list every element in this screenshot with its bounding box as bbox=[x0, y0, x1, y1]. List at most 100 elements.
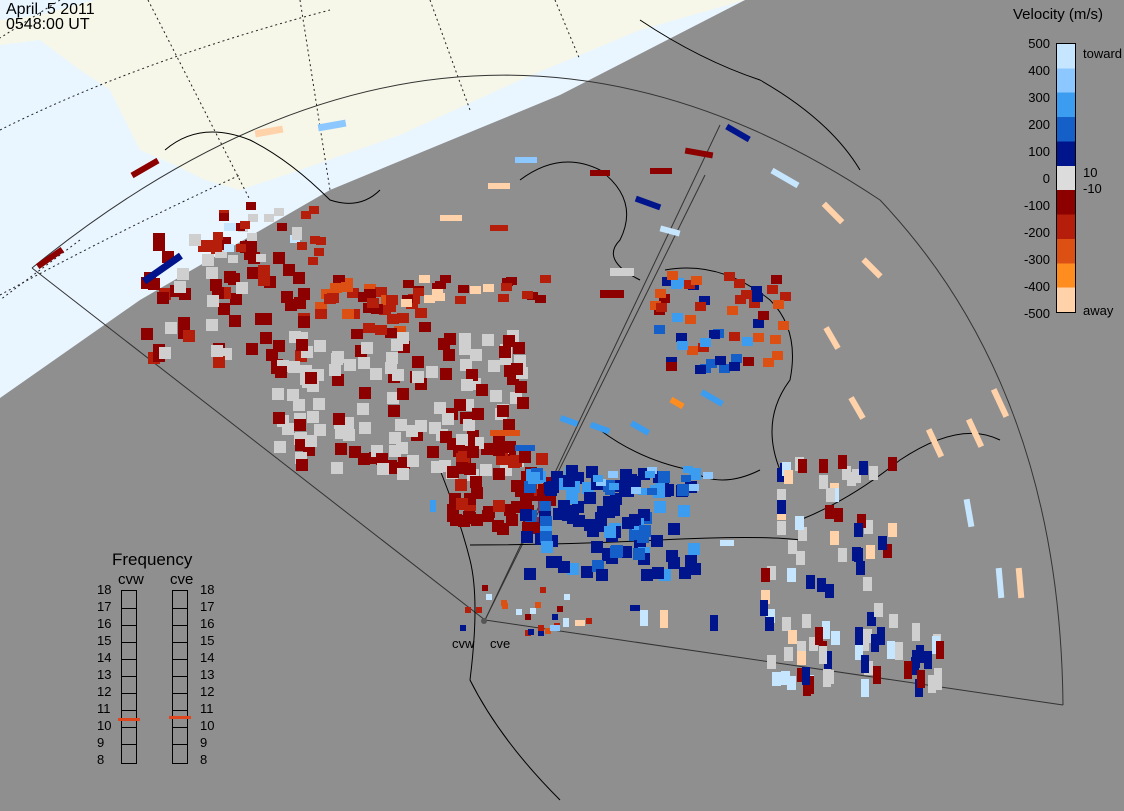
backscatter-cell bbox=[403, 280, 414, 288]
backscatter-cell bbox=[825, 584, 834, 598]
backscatter-cell bbox=[530, 608, 536, 614]
backscatter-cell bbox=[515, 445, 535, 451]
backscatter-cell bbox=[470, 286, 481, 294]
backscatter-cell bbox=[440, 275, 451, 283]
backscatter-cell bbox=[535, 295, 546, 303]
backscatter-cell bbox=[600, 290, 624, 298]
backscatter-cell bbox=[385, 328, 397, 338]
backscatter-cell bbox=[471, 487, 483, 499]
backscatter-cell bbox=[773, 300, 784, 309]
latitude-longitude-grid bbox=[0, 0, 581, 301]
backscatter-cell bbox=[647, 488, 657, 495]
backscatter-cell bbox=[460, 359, 472, 371]
backscatter-cell bbox=[377, 463, 389, 475]
backscatter-cell bbox=[506, 514, 518, 526]
backscatter-cell bbox=[895, 642, 903, 660]
backscatter-cell bbox=[316, 237, 326, 245]
backscatter-cell bbox=[633, 548, 645, 560]
backscatter-cell bbox=[825, 505, 834, 519]
backscatter-cell bbox=[784, 470, 793, 484]
backscatter-cell bbox=[456, 498, 468, 510]
backscatter-cell bbox=[178, 317, 190, 329]
backscatter-cell bbox=[550, 625, 560, 631]
frequency-tick-label: 9 bbox=[200, 735, 208, 750]
backscatter-cell bbox=[470, 476, 482, 488]
backscatter-cell bbox=[315, 309, 327, 319]
backscatter-cell bbox=[610, 546, 622, 558]
backscatter-cell bbox=[493, 500, 505, 512]
backscatter-cell bbox=[658, 471, 670, 483]
backscatter-cell bbox=[673, 278, 684, 287]
velocity-tick-label: -300 bbox=[1023, 252, 1050, 267]
backscatter-cell bbox=[863, 577, 872, 591]
backscatter-cell bbox=[295, 439, 307, 451]
backscatter-cell bbox=[550, 556, 562, 568]
backscatter-cell bbox=[778, 321, 789, 330]
backscatter-cell bbox=[761, 590, 770, 604]
backscatter-cell bbox=[273, 252, 285, 264]
backscatter-cell bbox=[361, 342, 373, 354]
backscatter-cell bbox=[476, 384, 488, 396]
backscatter-cell bbox=[772, 351, 783, 360]
backscatter-cell bbox=[809, 637, 818, 651]
backscatter-cell bbox=[863, 629, 872, 643]
backscatter-cell bbox=[497, 405, 509, 417]
velocity-tick-label: -400 bbox=[1023, 279, 1050, 294]
radar-site-label-cvw: cvw bbox=[452, 636, 475, 651]
backscatter-cell bbox=[557, 606, 563, 612]
frequency-tick-label: 15 bbox=[200, 633, 215, 648]
backscatter-cell bbox=[669, 396, 685, 410]
backscatter-cell bbox=[309, 206, 319, 214]
frequency-tick-label: 15 bbox=[97, 633, 112, 648]
frequency-tick-label: 18 bbox=[200, 582, 215, 597]
backscatter-cell bbox=[456, 434, 468, 446]
backscatter-cell bbox=[878, 536, 887, 550]
velocity-tick-label: -100 bbox=[1023, 198, 1050, 213]
backscatter-cell bbox=[515, 381, 527, 393]
backscatter-cell bbox=[855, 642, 863, 660]
backscatter-cell bbox=[288, 361, 300, 373]
backscatter-cell bbox=[629, 420, 651, 436]
backscatter-cell bbox=[264, 214, 274, 222]
backscatter-cell bbox=[564, 594, 570, 600]
backscatter-cell bbox=[593, 475, 603, 482]
velocity-inner-tick-negative: -10 bbox=[1083, 181, 1102, 196]
backscatter-cell bbox=[552, 614, 558, 620]
backscatter-cell bbox=[963, 498, 975, 528]
backscatter-cell bbox=[540, 275, 551, 283]
backscatter-cell bbox=[359, 422, 371, 434]
backscatter-cell bbox=[387, 314, 399, 324]
backscatter-cell bbox=[308, 257, 318, 265]
backscatter-cell bbox=[384, 302, 396, 312]
backscatter-cell bbox=[247, 267, 259, 279]
backscatter-cell bbox=[936, 641, 944, 659]
backscatter-cell bbox=[183, 330, 195, 342]
backscatter-cell bbox=[852, 469, 861, 483]
backscatter-cell bbox=[408, 294, 420, 304]
backscatter-cell bbox=[332, 351, 344, 363]
backscatter-cell bbox=[622, 517, 634, 529]
daylight-land bbox=[0, 0, 745, 190]
backscatter-cell bbox=[887, 641, 895, 659]
backscatter-cell bbox=[287, 389, 299, 401]
backscatter-cell bbox=[731, 354, 742, 363]
backscatter-cell bbox=[883, 544, 892, 558]
backscatter-cell bbox=[770, 167, 800, 189]
backscatter-cell bbox=[806, 575, 815, 589]
backscatter-cell bbox=[493, 468, 505, 480]
backscatter-cell bbox=[688, 543, 700, 555]
backscatter-cell bbox=[655, 289, 666, 298]
frequency-tick-label: 13 bbox=[97, 667, 112, 682]
backscatter-cell bbox=[639, 525, 651, 537]
backscatter-cell bbox=[255, 313, 267, 325]
backscatter-cell bbox=[444, 333, 456, 345]
backscatter-cell bbox=[677, 341, 688, 350]
backscatter-cell bbox=[335, 427, 347, 439]
backscatter-cell bbox=[332, 374, 344, 386]
backscatter-cell bbox=[458, 285, 469, 293]
backscatter-cell bbox=[749, 299, 760, 308]
backscatter-cell bbox=[273, 412, 285, 424]
backscatter-cell bbox=[645, 471, 655, 478]
backscatter-cell bbox=[202, 254, 214, 266]
